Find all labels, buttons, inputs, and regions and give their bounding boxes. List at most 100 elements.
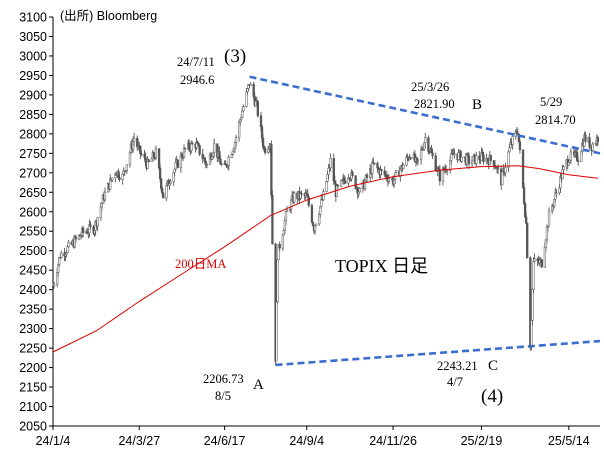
price-candle (470, 160, 474, 165)
price-candle (339, 179, 343, 187)
wave-4-label: (4) (481, 386, 503, 407)
price-candle (507, 151, 510, 168)
price-candle (525, 216, 528, 224)
price-candle (577, 160, 580, 162)
price-candle (460, 156, 463, 162)
x-tick-label: 24/9/4 (289, 434, 324, 448)
price-candle (424, 137, 427, 144)
price-candle (52, 283, 56, 287)
price-candle (220, 163, 223, 165)
trendline-upper (249, 75, 601, 155)
x-tick-label: 24/6/17 (204, 434, 246, 448)
price-candle (140, 153, 143, 155)
y-tick-label: 2500 (19, 244, 47, 258)
price-candle (310, 205, 314, 223)
price-candle (285, 209, 289, 212)
ma200-label: 200日MA (175, 257, 226, 271)
price-candle (540, 259, 543, 268)
price-candle (242, 106, 245, 112)
price-candle (60, 252, 63, 258)
x-tick-label: 24/3/27 (118, 434, 160, 448)
price-candle (183, 147, 187, 150)
x-tick-label: 24/11/26 (369, 434, 417, 448)
price-candle (504, 167, 507, 174)
price-candle (363, 180, 367, 189)
price-candle (278, 244, 281, 249)
price-candle (584, 134, 587, 142)
y-tick-label: 2150 (19, 381, 47, 395)
price-candle (67, 241, 70, 247)
price-candle (176, 159, 179, 168)
apr7-value: 2243.21 (437, 359, 478, 373)
jul11-value: 2946.6 (180, 73, 214, 87)
price-candle (419, 149, 423, 160)
price-candle (511, 136, 514, 145)
price-candle (531, 289, 534, 321)
price-candle (162, 192, 165, 199)
price-candle (249, 83, 252, 86)
price-candle (380, 169, 383, 171)
price-candle (284, 211, 288, 221)
price-candle (205, 164, 209, 166)
y-tick-label: 2950 (19, 69, 47, 83)
price-candle (533, 258, 536, 262)
x-axis: 24/1/4 24/3/27 24/6/17 24/9/4 24/11/26 25/2/1… (36, 425, 600, 448)
price-candle (271, 194, 274, 245)
price-candle (521, 149, 525, 188)
mar26-value: 2821.90 (414, 97, 455, 111)
y-tick-label: 2100 (19, 400, 47, 414)
point-c-label: C (488, 358, 498, 374)
price-candle (118, 177, 121, 180)
price-candle (58, 257, 61, 265)
annotation-jul11: (3) 24/7/11 2946.6 (177, 46, 246, 87)
price-candle (427, 137, 430, 152)
apr7-date: 4/7 (447, 375, 463, 389)
price-candle (591, 143, 594, 151)
price-candle (158, 167, 162, 179)
price-candle (82, 227, 85, 233)
price-candle (74, 236, 78, 240)
price-candle (526, 222, 529, 259)
price-candle (161, 188, 164, 194)
price-candle (555, 192, 558, 194)
price-candle (325, 181, 328, 192)
y-tick-label: 2600 (19, 205, 47, 219)
y-tick-label: 2900 (19, 88, 47, 102)
price-candle (358, 187, 361, 193)
price-candle (322, 191, 325, 200)
price-bars (51, 81, 600, 366)
price-candle (409, 157, 412, 159)
y-tick-label: 2550 (19, 225, 47, 239)
x-tick-label: 25/2/19 (461, 434, 503, 448)
price-candle (198, 144, 201, 155)
y-tick-label: 2750 (19, 147, 47, 161)
price-candle (522, 187, 526, 204)
price-candle (89, 224, 92, 227)
annotation-mar26: 25/3/26 2821.90 B (411, 80, 482, 113)
price-candle (329, 158, 332, 168)
price-candle (387, 178, 391, 182)
price-candle (154, 148, 158, 158)
may29-date: 5/29 (540, 95, 562, 109)
price-candle (270, 144, 273, 196)
x-tick-label: 24/1/4 (36, 434, 71, 448)
aug5-value: 2206.73 (203, 372, 244, 386)
price-candle (96, 217, 99, 227)
price-candle (475, 155, 478, 164)
price-candle (373, 162, 376, 165)
price-candle (547, 210, 551, 227)
price-candle (344, 180, 347, 184)
price-candle (289, 199, 293, 210)
y-tick-label: 2250 (19, 342, 47, 356)
price-candle (111, 177, 114, 181)
y-tick-label: 2700 (19, 166, 47, 180)
y-tick-label: 2450 (19, 264, 47, 278)
price-candle (263, 148, 267, 153)
price-candle (281, 234, 284, 249)
price-candle (234, 137, 238, 143)
price-candle (147, 159, 150, 162)
price-candle (150, 158, 153, 162)
price-candle (256, 101, 260, 116)
price-candle (320, 199, 323, 207)
jul11-date: 24/7/11 (177, 55, 215, 69)
